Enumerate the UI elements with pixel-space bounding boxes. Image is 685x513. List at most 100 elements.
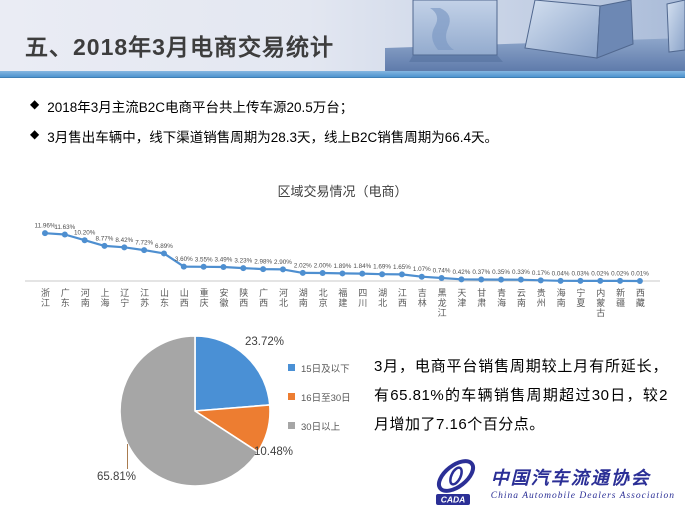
line-data-point [121,244,128,251]
legend-label: 15日及以下 [301,363,350,375]
line-data-point [42,230,48,237]
line-data-label: 2.90% [274,259,292,266]
line-data-label: 2.00% [314,263,332,270]
line-data-label: 0.01% [631,270,649,277]
legend-label: 30日以上 [301,421,341,433]
axis-category-label: 湖北 [377,288,388,308]
axis-category-label: 安徽 [218,288,229,308]
axis-category-label: 山西 [178,288,189,308]
line-data-label: 1.07% [413,266,431,273]
logo-name-cn: 中国汽车流通协会 [490,467,651,488]
axis-category-label: 新疆 [615,288,626,308]
line-data-label: 3.23% [234,258,252,265]
axis-category-label: 江苏 [139,288,150,308]
axis-category-label: 内蒙古 [595,288,606,318]
sales-cycle-pie-chart [119,335,271,487]
axis-category-label: 山东 [159,288,169,308]
line-data-point [617,277,624,284]
line-data-label: 3.55% [195,256,213,263]
bullet-text: 3月售出车辆中，线下渠道销售周期为28.3天，线上B2C销售周期为66.4天。 [47,130,499,145]
line-data-label: 2.02% [294,262,312,269]
pie-slice [119,335,259,487]
bullet-text: 2018年3月主流B2C电商平台共上传车源20.5万台； [47,100,354,115]
line-data-label: 2.98% [254,259,272,266]
line-data-label: 0.42% [453,269,471,276]
line-data-point [319,270,326,276]
axis-category-label: 黑龙江 [436,288,447,318]
pie-leader-line [127,444,128,469]
line-data-label: 0.37% [472,269,490,276]
analysis-note: 3月，电商平台销售周期较上月有所延长，有65.81%的车辆销售周期超过30日，较… [374,358,668,433]
line-data-point [101,242,108,249]
line-data-label: 0.33% [512,269,530,276]
bullet-item-2: ◆ 3月售出车辆中，线下渠道销售周期为28.3天，线上B2C销售周期为66.4天… [30,126,660,146]
axis-category-label: 陕西 [238,288,249,308]
line-data-label: 3.60% [175,256,193,263]
line-data-label: 10.20% [74,230,96,237]
axis-category-label: 云南 [515,288,526,308]
pie-slice-label: 65.81% [97,471,137,483]
axis-category-label: 重庆 [198,288,209,308]
line-data-label: 1.84% [353,263,371,270]
header: 五、2018年3月电商交易统计 [0,0,685,71]
line-data-point [636,277,643,284]
region-line-chart: 11.96%11.63%10.20%8.77% 8.42% 7.72% 6.89%3.… [25,223,660,284]
line-data-point [220,264,227,271]
legend-item: 30日以上 [288,419,351,433]
cada-emblem-icon: CADA [435,459,475,505]
line-data-label: 3.49% [215,257,233,264]
line-data-point [418,273,425,280]
line-data-label: 0.35% [492,269,510,276]
line-data-point [240,265,247,272]
line-data-point [458,276,465,283]
line-data-label: 1.65% [393,264,411,271]
line-data-label: 7.72% [135,240,153,247]
line-data-label: 0.02% [591,270,609,277]
axis-category-label: 西藏 [634,288,645,308]
axis-category-label: 青海 [496,288,507,308]
axis-category-label: 甘肃 [476,288,487,308]
page-title: 五、2018年3月电商交易统计 [25,34,334,60]
line-data-label: 1.89% [334,263,352,270]
header-accent-bar [0,71,685,78]
line-data-label: 11.96% [35,223,56,230]
line-data-point [260,266,267,273]
axis-category-label: 四川 [357,288,368,308]
legend-swatch-orange [288,393,295,400]
legend-item: 16日至30日 [288,390,351,404]
axis-category-label: 湖南 [297,288,308,308]
axis-category-label: 上海 [99,288,110,308]
line-data-label: 0.02% [611,270,629,277]
line-data-point [398,271,405,278]
line-data-label: 6.89% [155,243,173,250]
axis-category-label: 广西 [258,288,269,308]
diamond-bullet-icon: ◆ [30,97,40,111]
pie-slice-label: 23.72% [245,336,285,348]
axis-category-label: 江西 [396,288,407,308]
axis-category-label: 北京 [317,288,328,308]
axis-category-label: 辽宁 [119,288,130,308]
axis-category-label: 浙江 [40,288,50,308]
axis-category-label: 吉林 [416,288,427,308]
line-data-point [537,277,544,284]
legend-item: 15日及以下 [288,361,351,375]
axis-category-label: 宁夏 [575,288,586,308]
pie-slice [194,335,271,412]
decorative-cubes-image [385,0,685,71]
legend-label: 16日至30日 [301,392,351,404]
line-data-point [438,275,445,282]
line-data-label: 8.77% [96,235,114,242]
line-data-point [61,231,68,238]
line-data-point [498,276,505,283]
line-data-point [160,250,167,257]
line-data-point [299,269,306,276]
line-data-point [379,271,386,278]
line-data-point [141,247,148,254]
pie-legend: 15日及以下 16日至30日 30日以上 [288,361,351,448]
bullet-item-1: ◆ 2018年3月主流B2C电商平台共上传车源20.5万台； [30,96,660,116]
axis-category-label: 贵州 [535,288,546,308]
line-data-label: 1.69% [373,264,391,271]
line-data-point [339,270,346,277]
pie-slice-label: 10.48% [254,446,294,458]
